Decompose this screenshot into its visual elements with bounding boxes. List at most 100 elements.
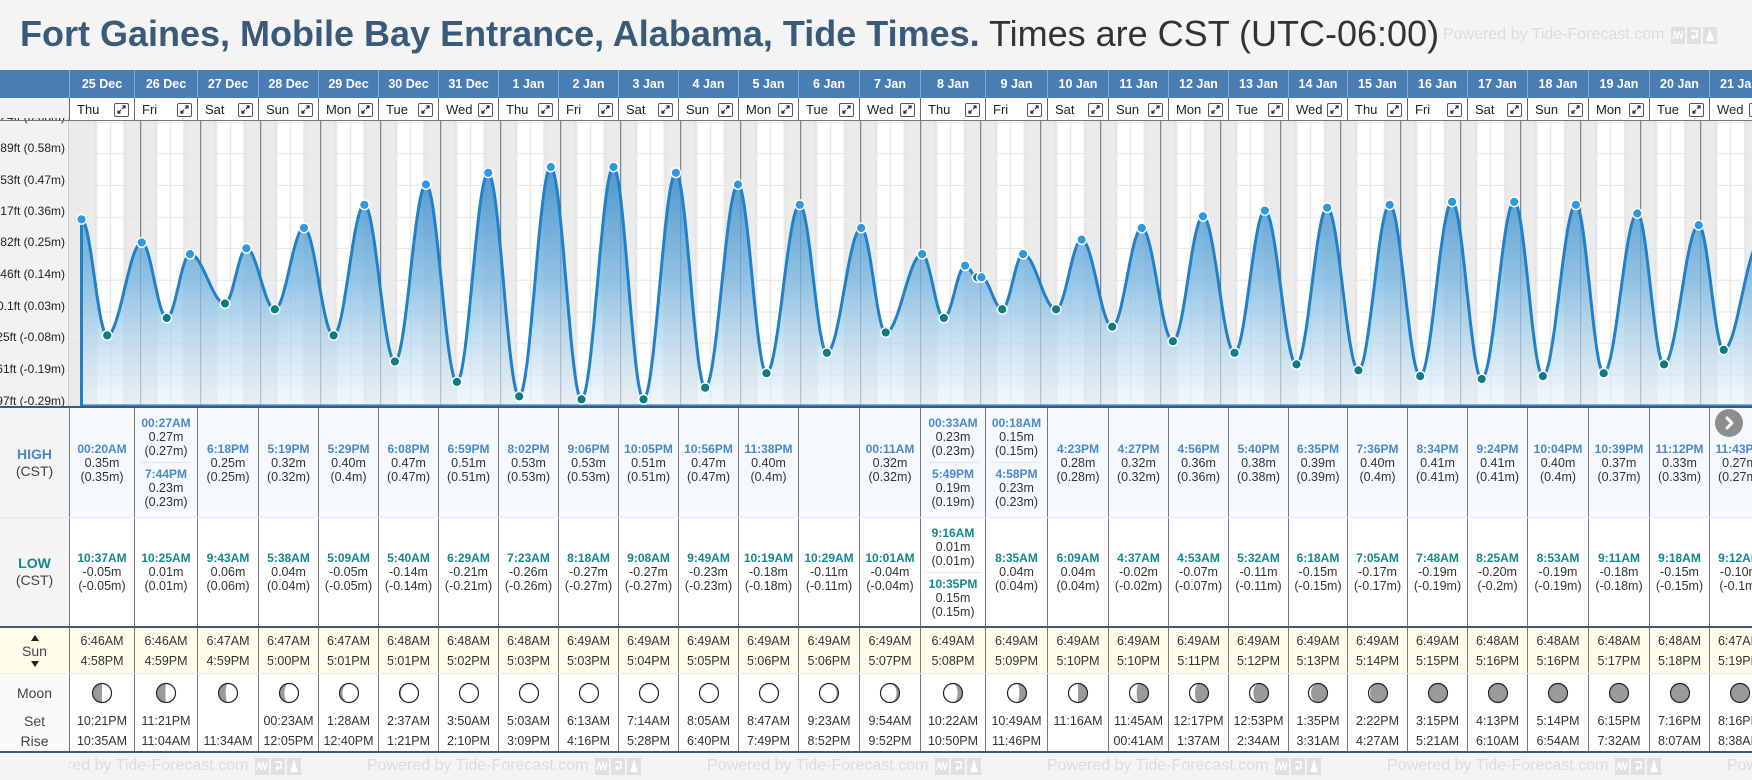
expand-day-button[interactable]	[418, 102, 433, 117]
triangle-down-icon	[30, 660, 39, 667]
high-tide-time: 00:11AM	[865, 441, 915, 456]
high-tide-entry: 11:38PM 0.40m (0.4m)	[739, 442, 798, 484]
weekday-label: Fri	[566, 102, 582, 117]
low-tide-cell: 9:11AM -0.18m (-0.18m)	[1588, 518, 1649, 626]
expand-day-button[interactable]	[1689, 102, 1704, 117]
high-tide-time: 10:56PM	[684, 441, 733, 456]
sunrise-time: 6:48AM	[506, 633, 551, 648]
sunset-time: 5:19PM	[1717, 653, 1752, 668]
weekday-cell: Mon	[1588, 98, 1649, 121]
expand-icon	[1632, 105, 1641, 114]
high-tide-entry: 5:29PM 0.40m (0.4m)	[319, 442, 378, 484]
low-tide-point	[1658, 358, 1670, 370]
expand-day-button[interactable]	[658, 102, 673, 117]
expand-day-button[interactable]	[839, 102, 854, 117]
high-tide-cell: 6:59PM 0.51m (0.51m)	[438, 408, 498, 517]
expand-day-button[interactable]	[900, 102, 915, 117]
high-tide-height-alt: (0.41m)	[1475, 469, 1520, 484]
expand-day-button[interactable]	[718, 102, 733, 117]
sun-times-cell: 6:49AM 5:05PM	[678, 628, 738, 673]
low-tide-entry: 4:37AM -0.02m (-0.02m)	[1109, 551, 1168, 593]
low-tide-height: -0.14m	[389, 565, 428, 579]
expand-day-button[interactable]	[1749, 102, 1752, 117]
expand-day-button[interactable]	[965, 102, 980, 117]
expand-day-button[interactable]	[1088, 102, 1103, 117]
weekday-cell: Mon	[318, 98, 378, 121]
expand-icon	[1510, 105, 1519, 114]
expand-day-button[interactable]	[298, 102, 313, 117]
moonset-time: 3:15PM	[1415, 714, 1460, 728]
high-tide-time: 8:34PM	[1416, 441, 1459, 456]
high-tide-cell: 11:38PM 0.40m (0.4m)	[738, 408, 798, 517]
logo-arrow-icon	[1631, 757, 1646, 775]
low-tide-point	[1476, 373, 1488, 385]
date-header: 8 Jan	[920, 70, 985, 98]
low-tide-entry: 6:18AM -0.15m (-0.15m)	[1289, 551, 1347, 593]
low-tide-height: 0.04m	[271, 565, 306, 579]
high-tide-height-alt: (0.33m)	[1657, 469, 1702, 484]
weekday-cell: Sun	[1527, 98, 1588, 121]
expand-day-button[interactable]	[538, 102, 553, 117]
moon-cell: 1:35PM 3:31AM	[1288, 674, 1347, 751]
sun-times-cell: 6:48AM 5:18PM	[1649, 628, 1709, 673]
expand-day-button[interactable]	[114, 102, 129, 117]
low-tide-point	[938, 312, 950, 324]
moonset-time: 12:53PM	[1233, 714, 1284, 728]
high-tide-entry: 4:56PM 0.36m (0.36m)	[1169, 442, 1228, 484]
expand-day-button[interactable]	[1268, 102, 1283, 117]
high-tide-time: 6:59PM	[447, 441, 490, 456]
high-tide-time: 8:02PM	[507, 441, 550, 456]
logo-wave-icon	[255, 757, 270, 775]
high-tide-height-alt: (0.23m)	[144, 495, 188, 509]
tide-area	[81, 167, 1752, 406]
y-axis: 2.24ft (0.68m)1.89ft (0.58m)1.53ft (0.47…	[0, 118, 69, 406]
expand-day-button[interactable]	[778, 102, 793, 117]
high-tide-point	[75, 213, 87, 225]
moon-phase-icon	[398, 682, 419, 704]
high-tide-cell: 00:20AM 0.35m (0.35m)	[69, 408, 134, 517]
expand-day-button[interactable]	[1208, 102, 1223, 117]
low-tide-height: -0.02m	[1119, 565, 1158, 579]
low-tide-height: -0.07m	[1179, 565, 1218, 579]
expand-day-button[interactable]	[1148, 102, 1163, 117]
expand-day-button[interactable]	[1027, 102, 1042, 117]
sunset-time: 5:08PM	[931, 653, 975, 668]
weekday-label: Mon	[1596, 102, 1622, 117]
watermark: Powered by Tide-Forecast.com	[1047, 757, 1323, 775]
expand-icon	[1450, 105, 1459, 114]
low-tide-height-alt: (-0.1m)	[1719, 579, 1752, 593]
y-axis-label: 0.82ft (0.25m)	[0, 235, 65, 250]
sunset-time: 5:15PM	[1415, 653, 1460, 668]
date-header: 15 Jan	[1347, 70, 1407, 98]
divider	[0, 751, 1752, 753]
next-days-button[interactable]	[1715, 409, 1743, 437]
low-tide-cell: 7:05AM -0.17m (-0.17m)	[1347, 518, 1407, 626]
expand-day-button[interactable]	[1629, 102, 1644, 117]
low-tide-time: 8:53AM	[1536, 551, 1580, 565]
weekday-label: Sun	[1116, 102, 1140, 117]
expand-day-button[interactable]	[1568, 102, 1583, 117]
expand-day-button[interactable]	[598, 102, 613, 117]
high-tide-height-alt: (0.51m)	[626, 469, 671, 484]
expand-day-button[interactable]	[1327, 102, 1342, 117]
low-tide-cell: 10:29AM -0.11m (-0.11m)	[798, 518, 859, 626]
low-tide-height: -0.27m	[569, 565, 608, 579]
expand-day-button[interactable]	[177, 102, 192, 117]
low-tide-cell: 5:40AM -0.14m (-0.14m)	[378, 518, 438, 626]
expand-day-button[interactable]	[358, 102, 373, 117]
low-tide-entry: 10:19AM -0.18m (-0.18m)	[739, 551, 798, 593]
low-tide-entry: 9:12AM-0.10m(-0.1m)	[1710, 551, 1752, 593]
expand-day-button[interactable]	[1447, 102, 1462, 117]
sun-times-cell: 6:48AM 5:16PM	[1527, 628, 1588, 673]
expand-day-button[interactable]	[1507, 102, 1522, 117]
expand-day-button[interactable]	[478, 102, 493, 117]
expand-day-button[interactable]	[1387, 102, 1402, 117]
sunrise-time: 6:48AM	[1597, 633, 1641, 648]
high-tide-height: 0.28m	[1060, 455, 1096, 470]
moon-cell: 2:22PM 4:27AM	[1347, 674, 1407, 751]
low-tide-entry: 6:29AM -0.21m (-0.21m)	[439, 551, 498, 593]
divider	[0, 120, 1752, 121]
sun-times-cell: 6:49AM 5:06PM	[798, 628, 859, 673]
date-header: 14 Jan	[1288, 70, 1347, 98]
expand-day-button[interactable]	[238, 102, 253, 117]
